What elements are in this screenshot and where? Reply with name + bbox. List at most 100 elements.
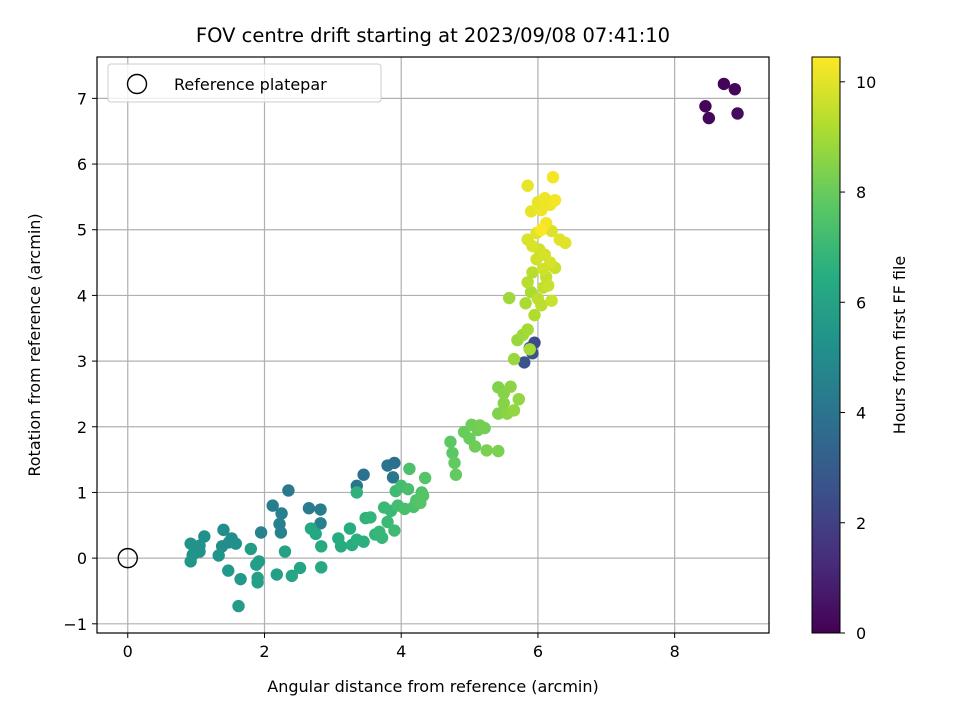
y-tick-label: 1 [77,483,87,502]
scatter-point [212,549,225,562]
scatter-point [275,507,288,520]
scatter-point [315,561,328,574]
scatter-point [309,527,322,541]
scatter-point [285,569,299,583]
scatter-point [386,471,400,484]
scatter-point [250,558,263,571]
colorbar-frame [811,56,841,634]
scatter-point [270,568,283,581]
scatter-point [444,435,457,449]
scatter-point [302,502,316,515]
x-tick-label: 6 [533,642,543,661]
scatter-point [480,444,493,457]
y-tick-label: 2 [77,418,87,437]
legend-marker [126,73,148,95]
scatter-point [184,555,197,568]
scatter-point [381,515,394,529]
scatter-point [198,530,211,543]
scatter-point [222,564,235,577]
scatter-point [350,486,363,499]
reference-point [117,547,138,569]
colorbar-tick-label: 4 [856,404,866,423]
scatter-point [251,576,264,589]
scatter-point [314,503,327,516]
scatter-point [401,482,415,496]
y-tick-label: 4 [77,286,87,305]
y-axis-label: Rotation from reference (arcmin) [25,213,44,476]
scatter-point [524,205,538,218]
scatter-point [528,308,541,322]
scatter-point [521,276,534,289]
scatter-point [503,291,516,305]
scatter-point [541,279,555,292]
grid-lines [97,57,769,633]
scatter-point [523,343,536,356]
scatter-point [234,572,247,586]
scatter-point [244,542,258,556]
scatter-point [403,462,416,476]
colorbar: 0 2 4 6 8 10 Hours from first FF file [811,56,909,643]
colorbar-ticks: 0 2 4 6 8 10 [840,73,876,643]
scatter-point [478,421,491,435]
x-axis-label: Angular distance from reference (arcmin) [267,677,598,696]
scatter-point [535,223,548,236]
scatter-point [717,77,731,91]
scatter-point [559,236,572,250]
legend-entry-reference: Reference platepar [174,75,327,94]
scatter-point [537,262,550,276]
scatter-point [364,511,377,524]
scatter-point [375,531,389,544]
scatter-point [518,356,531,369]
y-tick-label: 6 [77,155,87,174]
scatter-point [521,179,534,192]
x-tick-label: 8 [670,642,680,661]
colorbar-gradient [812,57,840,633]
x-tick-label: 0 [123,642,133,661]
colorbar-tick-label: 8 [856,183,866,202]
scatter-point [526,239,539,253]
colorbar-tick-label: 2 [856,514,866,533]
scatter-point [526,266,539,279]
scatter-point [507,352,521,366]
scatter-point [702,111,716,125]
colorbar-tick-label: 10 [856,73,876,92]
scatter-point [699,100,712,113]
scatter-point [293,561,307,575]
scatter-point [448,456,461,470]
scatter-point [519,297,532,310]
scatter-point [449,468,463,481]
scatter-point [507,404,521,417]
data-points [184,77,744,613]
scatter-point [548,193,562,207]
y-axis-ticks: −1 0 1 2 3 4 5 6 7 [63,89,97,634]
scatter-point [546,170,560,184]
colorbar-label: Hours from first FF file [890,256,909,435]
scatter-point [521,323,534,336]
scatter-point [512,392,525,406]
y-tick-label: −1 [63,615,87,634]
scatter-point [468,440,482,453]
scatter-point [278,545,292,558]
x-tick-label: 2 [259,642,269,661]
scatter-point [266,499,279,512]
scatter-point [731,107,744,120]
colorbar-tick-label: 6 [856,293,866,312]
scatter-point [343,522,357,535]
scatter-point [357,535,370,548]
scatter-point [254,526,268,539]
y-tick-label: 3 [77,352,87,371]
scatter-point [274,526,288,539]
scatter-point [418,471,432,485]
scatter-point [414,496,427,510]
colorbar-tick-label: 0 [856,624,866,643]
scatter-point [184,537,197,550]
scatter-point [282,484,295,497]
scatter-point [357,468,370,481]
scatter-point [229,537,242,550]
scatter-point [545,294,558,307]
scatter-point [497,396,510,410]
y-tick-label: 7 [77,89,87,108]
scatter-point [492,444,505,458]
